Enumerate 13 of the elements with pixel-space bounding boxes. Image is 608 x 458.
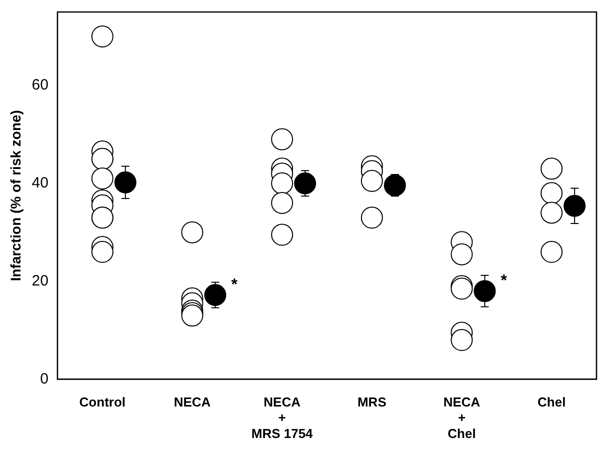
x-tick-label: NECA + Chel xyxy=(443,394,481,441)
x-tick-label: NECA + MRS 1754 xyxy=(251,394,314,441)
x-tick-label: Chel xyxy=(537,394,566,410)
y-tick-label: 20 xyxy=(32,272,48,290)
data-label: * xyxy=(231,276,238,294)
x-tick-label: Control xyxy=(79,394,126,410)
x-tick-label: MRS xyxy=(357,394,387,410)
y-axis-title: Infarction (% of risk zone) xyxy=(7,110,24,282)
y-tick-label: 0 xyxy=(40,370,48,388)
y-tick-label: 60 xyxy=(32,76,48,94)
y-tick-label: 40 xyxy=(32,174,48,192)
data-label: * xyxy=(500,272,508,290)
x-tick-label: NECA xyxy=(174,394,212,410)
